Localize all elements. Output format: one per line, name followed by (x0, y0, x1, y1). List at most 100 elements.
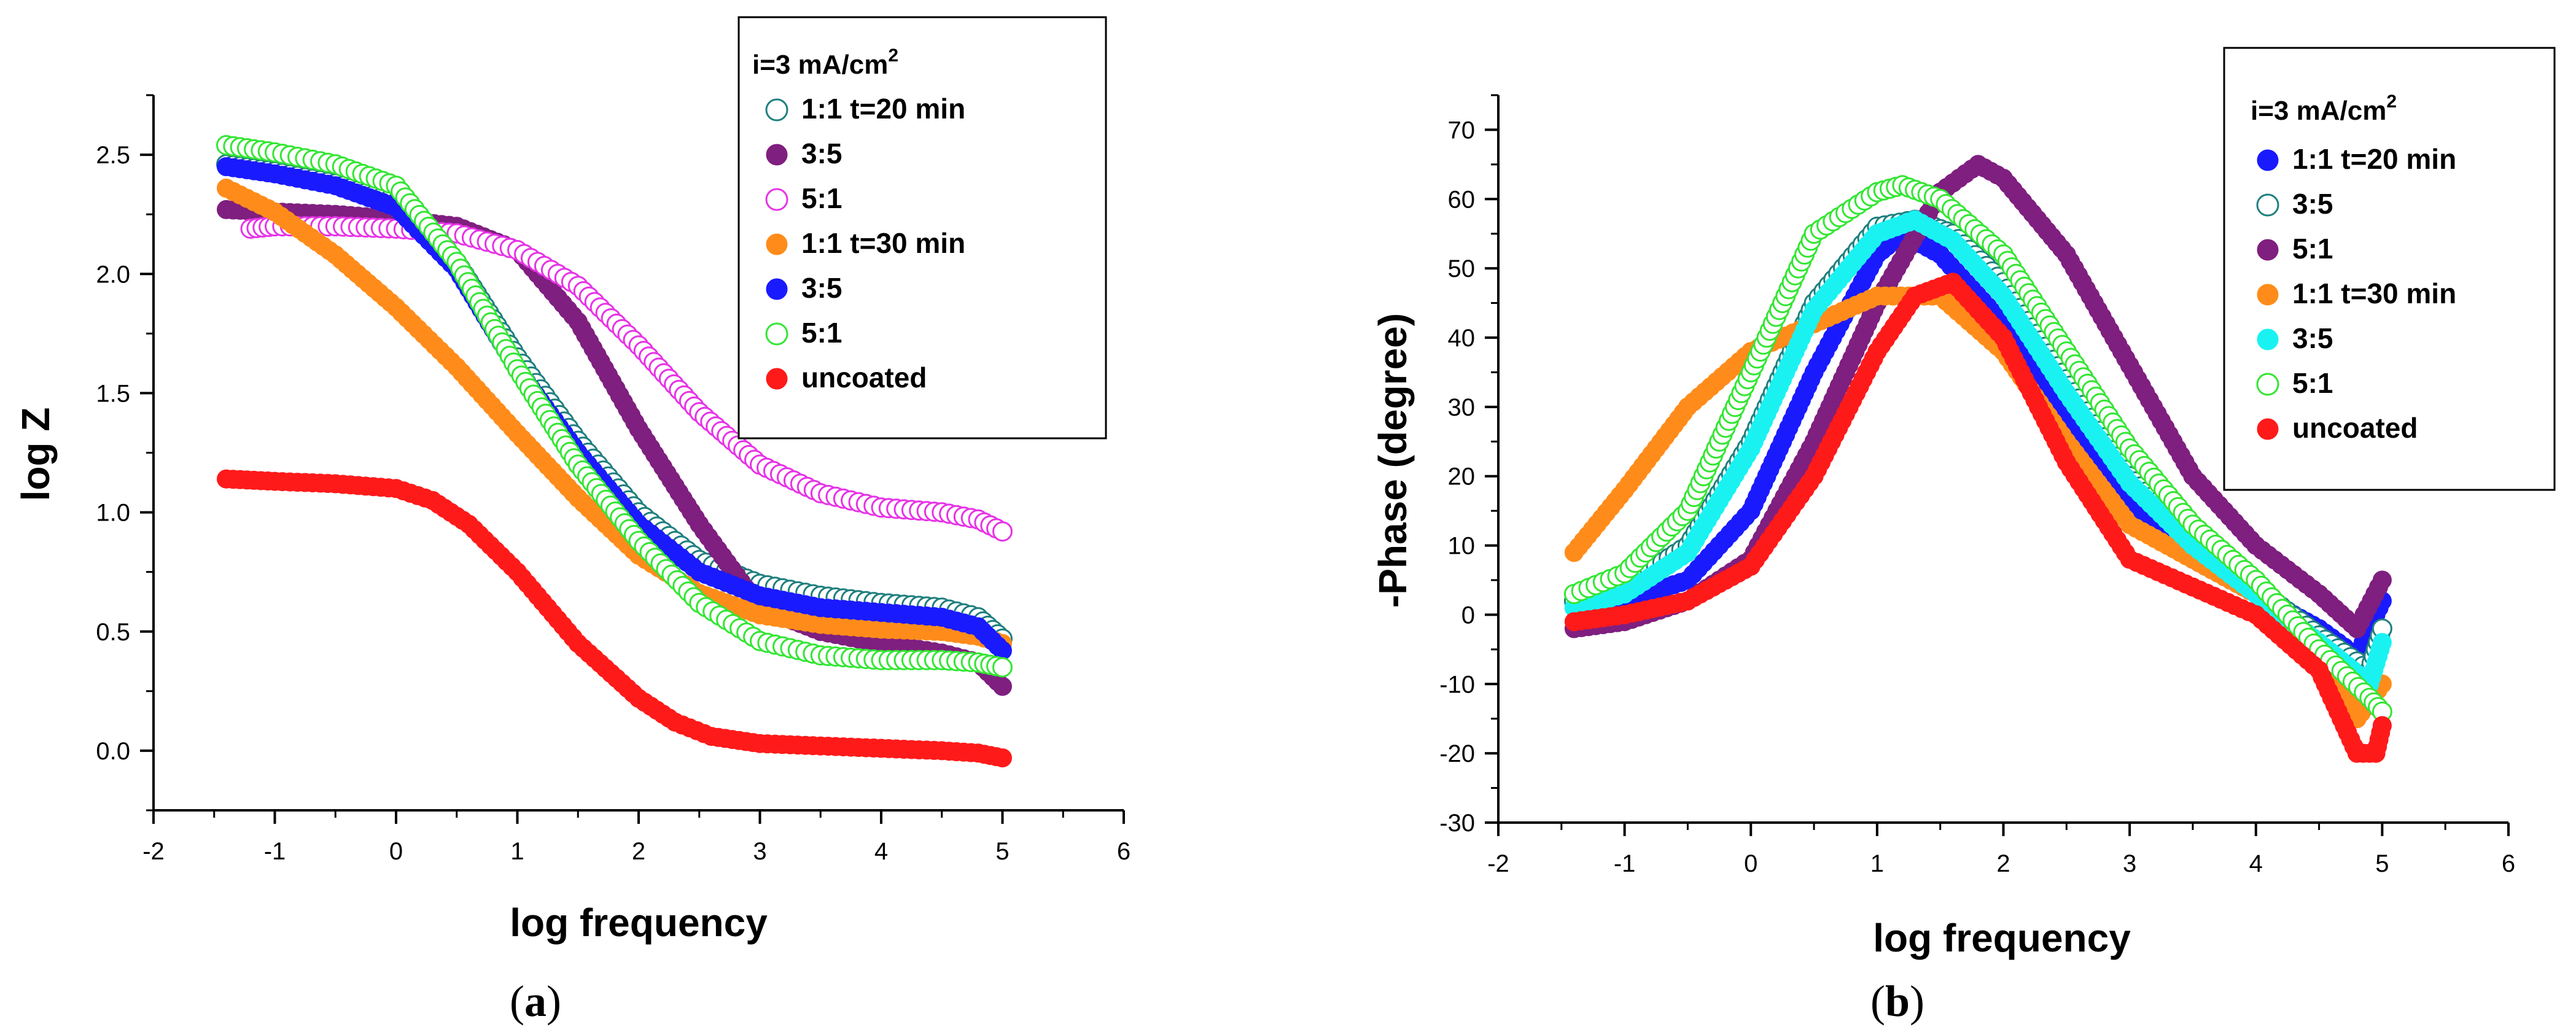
legend-title-b: i=3 mA/cm2 (2251, 91, 2397, 126)
caption-close-a: ) (547, 977, 561, 1026)
series-3-5-1 (240, 216, 1013, 542)
x-tick-label: 5 (995, 838, 1009, 865)
x-tick-label: 6 (1117, 838, 1130, 865)
legend-marker (2257, 418, 2279, 440)
y-tick-label: -30 (1439, 810, 1475, 837)
y-tick-label: 1.0 (96, 500, 130, 527)
series-7-uncoated (217, 469, 1012, 768)
legend-label: 3:5 (2292, 188, 2333, 220)
legend-entry: 5:1 (765, 317, 842, 349)
y-tick-label: 0.5 (96, 619, 130, 646)
x-tick-label: 3 (2123, 850, 2136, 877)
legend-label: 5:1 (801, 182, 842, 214)
legend-a: i=3 mA/cm2 1:1 t=20 min 3:5 5:1 1:1 t=30 mi… (737, 16, 1107, 440)
y-axis-title-a: log Z (14, 408, 58, 502)
x-tick-label: 6 (2502, 850, 2515, 877)
x-tick-label: 2 (1996, 850, 2010, 877)
legend-marker (766, 144, 788, 166)
x-tick-label: 1 (1870, 850, 1884, 877)
data-point (992, 657, 1013, 678)
legend-b: i=3 mA/cm2 1:1 t=20 min 3:5 5:1 1:1 t=30 mi… (2223, 47, 2556, 491)
x-tick-label: 4 (2249, 850, 2263, 877)
y-tick-label: 10 (1448, 533, 1476, 560)
legend-label: 1:1 t=30 min (801, 227, 965, 259)
legend-entry: 1:1 t=30 min (766, 227, 965, 259)
legend-entry: 5:1 (765, 182, 842, 214)
data-point (993, 748, 1012, 768)
legend-entry: 5:1 (2257, 233, 2333, 265)
data-point (992, 521, 1013, 542)
y-tick-label: 60 (1448, 186, 1476, 213)
legend-entry: 5:1 (2256, 367, 2333, 399)
legend-marker (766, 368, 788, 390)
data-point (2372, 570, 2392, 590)
x-tick-label: 0 (1744, 850, 1757, 877)
legend-label: 3:5 (801, 138, 842, 169)
legend-label: uncoated (801, 362, 927, 393)
legend-entry: uncoated (766, 362, 927, 393)
x-tick-label: 3 (753, 838, 766, 865)
x-tick-label: -1 (1614, 850, 1636, 877)
series-5-3-5 (1564, 210, 2392, 694)
axes-a: -2 -1 0 1 2 3 4 5 6 0.0 0.5 1.0 1.5 2.0 2.5 (96, 94, 1130, 865)
legend-title-a: i=3 mA/cm2 (752, 45, 898, 80)
caption-open-a: ( (510, 977, 524, 1026)
legend-label: 5:1 (2292, 233, 2333, 265)
legend-entry: uncoated (2257, 412, 2418, 444)
legend-title-superscript-b: 2 (2386, 91, 2397, 112)
legend-label: 3:5 (2292, 322, 2333, 354)
legend-marker (2256, 193, 2279, 217)
y-tick-label: 1.5 (96, 380, 130, 407)
x-tick-label: -2 (1487, 850, 1509, 877)
x-tick-label: 0 (389, 838, 403, 865)
legend-label: uncoated (2292, 412, 2418, 444)
series-6-5-1 (1563, 175, 2392, 722)
x-axis-title-b: log frequency (1873, 916, 2131, 960)
legend-marker (766, 233, 788, 255)
series-7-uncoated (1564, 273, 2392, 763)
legend-marker (2257, 239, 2279, 261)
legend-entry: 1:1 t=20 min (2257, 143, 2456, 175)
legend-entry: 1:1 t=20 min (765, 93, 965, 125)
x-tick-label: -2 (142, 838, 165, 865)
y-tick-label: 70 (1448, 117, 1476, 144)
legend-label: 5:1 (2292, 367, 2333, 399)
panel-caption-a: (a) (510, 977, 561, 1026)
series-6-5-1 (216, 135, 1013, 678)
caption-letter-a: a (524, 977, 547, 1026)
legend-frame-b (2223, 47, 2556, 491)
x-tick-label: 4 (874, 838, 888, 865)
y-tick-label: 0.0 (96, 738, 130, 765)
legend-title-superscript-a: 2 (888, 45, 898, 66)
y-tick-label: 30 (1448, 394, 1476, 421)
y-axis-title-b: -Phase (degree) (1371, 313, 1415, 608)
legend-marker (2257, 328, 2279, 351)
y-tick-label: 20 (1448, 463, 1476, 490)
caption-close-b: ) (1910, 977, 1924, 1026)
y-tick-label: -20 (1439, 740, 1475, 767)
legend-marker (765, 188, 788, 211)
legend-marker (2257, 284, 2279, 306)
legend-marker (2257, 149, 2279, 171)
legend-marker (766, 278, 788, 300)
legend-entry: 3:5 (2257, 322, 2333, 354)
legend-entry: 3:5 (766, 272, 842, 304)
legend-entries-b: 1:1 t=20 min 3:5 5:1 1:1 t=30 min 3:5 5:1 unco… (2256, 143, 2456, 444)
data-points-b (1563, 155, 2392, 763)
y-tick-label: -10 (1439, 671, 1475, 698)
legend-marker (765, 98, 788, 122)
legend-frame-a (737, 16, 1107, 440)
x-tick-label: 2 (632, 838, 645, 865)
x-tick-label: 5 (2375, 850, 2389, 877)
x-axis-title-a: log frequency (510, 901, 768, 945)
legend-entry: 1:1 t=30 min (2257, 277, 2456, 309)
legend-marker (765, 322, 788, 346)
data-points-a (216, 135, 1013, 768)
y-tick-label: 40 (1448, 325, 1476, 352)
legend-marker (2256, 373, 2279, 396)
legend-title-text-b: i=3 mA/cm (2251, 96, 2386, 126)
legend-entries-a: 1:1 t=20 min 3:5 5:1 1:1 t=30 min 3:5 5:1 unco… (765, 93, 965, 393)
y-tick-label: 50 (1448, 255, 1476, 282)
